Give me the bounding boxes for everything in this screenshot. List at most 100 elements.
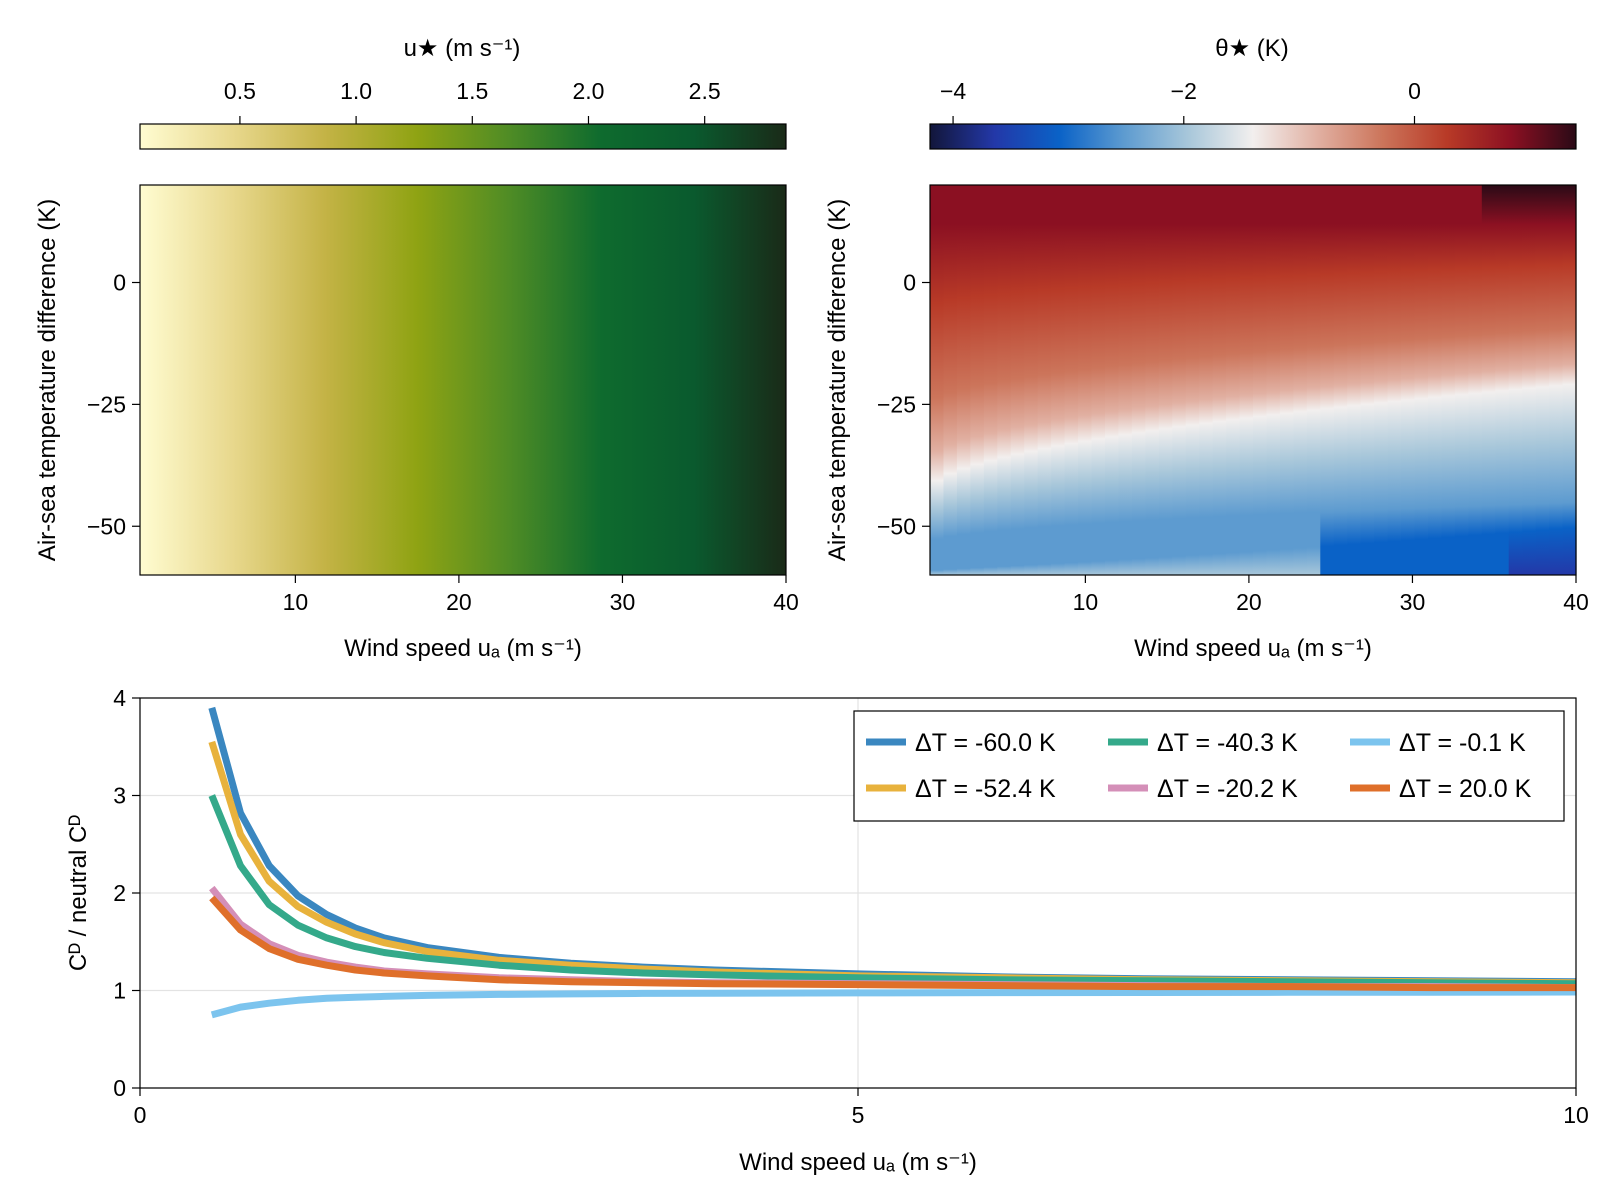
thetastar-heatmap-cell (1104, 185, 1120, 575)
thetastar-heatmap-cell (1508, 185, 1523, 575)
series-line (208, 794, 1577, 988)
thetastar-heatmap-cell (1185, 185, 1200, 575)
thetastar-heatmap-cell (1414, 185, 1429, 575)
ustar-x-tick-label: 20 (446, 589, 472, 615)
line-plot-x-axis-label: Wind speed uₐ (m s⁻¹) (739, 1149, 977, 1176)
ustar-x-axis-label: Wind speed uₐ (m s⁻¹) (344, 635, 582, 662)
thetastar-heatmap-cell (1562, 185, 1577, 575)
thetastar-heatmap-cell (1010, 185, 1025, 575)
line-plot-x-tick-label: 5 (852, 1102, 865, 1128)
ustar-colorbar-ticks: 0.5 1.0 1.5 2.0 2.5 (224, 78, 721, 124)
ustar-x-tick-label: 40 (773, 589, 799, 615)
thetastar-heatmap-cell (1279, 185, 1294, 575)
ustar-colorbar-tick-label: 2.0 (572, 78, 604, 104)
legend-entry-label: ΔT = -40.3 K (1157, 729, 1298, 757)
thetastar-y-tick-label: −50 (877, 513, 916, 539)
thetastar-heatmap-cell (1535, 185, 1550, 575)
thetastar-colorbar-label: θ★ (K) (1215, 35, 1289, 62)
thetastar-heatmap-frame (929, 184, 1577, 576)
thetastar-heatmap-cell (1239, 185, 1254, 575)
thetastar-heatmap-cell (1320, 185, 1335, 575)
ustar-x-ticks: 10 20 30 40 (283, 575, 799, 615)
thetastar-heatmap-cell (1253, 185, 1268, 575)
thetastar-heatmap-cell (1051, 185, 1066, 575)
line-plot-x-tick-label: 10 (1563, 1102, 1589, 1128)
ustar-colorbar-label: u★ (m s⁻¹) (404, 35, 521, 62)
ustar-colorbar-tick-label: 0.5 (224, 78, 256, 104)
legend: ΔT = -60.0 K ΔT = -52.4 K ΔT = -40.3 K ΔT =… (853, 710, 1565, 822)
line-plot-y-ticks: 0 1 2 3 4 (113, 685, 140, 1101)
thetastar-colorbar-tick-label: 0 (1408, 78, 1421, 104)
thetastar-x-tick-label: 40 (1563, 589, 1589, 615)
legend-entry-label: ΔT = -0.1 K (1399, 729, 1526, 757)
series-line (210, 988, 1577, 1019)
thetastar-heatmap-cell (1495, 185, 1510, 575)
thetastar-heatmap-cell (983, 185, 998, 575)
thetastar-x-tick-label: 20 (1236, 589, 1262, 615)
legend-entry-label: ΔT = -20.2 K (1157, 775, 1298, 803)
thetastar-heatmap-cell (1118, 185, 1133, 575)
thetastar-heatmap-cell (1427, 185, 1443, 575)
thetastar-heatmap-cell (1454, 185, 1469, 575)
ustar-x-tick-label: 30 (610, 589, 636, 615)
ustar-colorbar (139, 123, 787, 150)
thetastar-heatmap-cell (1024, 185, 1039, 575)
thetastar-heatmap-cell (1441, 185, 1456, 575)
thetastar-y-tick-label: −25 (877, 391, 916, 417)
line-plot-y-axis-label: Cᴰ / neutral Cᴰ (65, 815, 92, 972)
thetastar-heatmap-cell (1333, 185, 1348, 575)
thetastar-heatmap-cell (1037, 185, 1052, 575)
ustar-y-ticks: 0 −25 −50 (87, 270, 140, 539)
thetastar-heatmap-cell (1266, 185, 1281, 575)
thetastar-heatmap-cell (930, 185, 945, 575)
ustar-colorbar-tick-label: 1.0 (340, 78, 372, 104)
thetastar-heatmap-cell (1481, 185, 1496, 575)
thetastar-y-axis-label: Air-sea temperature difference (K) (824, 199, 851, 561)
thetastar-heatmap-cell (1078, 185, 1093, 575)
thetastar-heatmap-cell (1306, 185, 1321, 575)
thetastar-x-axis-label: Wind speed uₐ (m s⁻¹) (1134, 635, 1372, 662)
thetastar-heatmap-cell (1549, 185, 1564, 575)
thetastar-heatmap-cell (1131, 185, 1146, 575)
line-plot-y-tick-label: 0 (113, 1075, 126, 1101)
thetastar-heatmap-cell (970, 185, 985, 575)
ustar-colorbar-tick-label: 1.5 (456, 78, 488, 104)
thetastar-heatmap-cell (943, 185, 958, 575)
thetastar-heatmap-cell (1145, 185, 1160, 575)
thetastar-heatmap-cell (1091, 185, 1106, 575)
thetastar-heatmap-cell (1172, 185, 1187, 575)
thetastar-x-tick-label: 30 (1400, 589, 1426, 615)
thetastar-heatmap (930, 185, 1577, 575)
thetastar-heatmap-cell (1401, 185, 1416, 575)
thetastar-heatmap-cell (1360, 185, 1375, 575)
thetastar-y-tick-label: 0 (903, 270, 916, 296)
legend-entry-label: ΔT = -52.4 K (915, 775, 1056, 803)
thetastar-heatmap-cell (1347, 185, 1362, 575)
thetastar-heatmap-cell (1064, 185, 1079, 575)
thetastar-heatmap-cell (1374, 185, 1389, 575)
ustar-heatmap (139, 184, 787, 576)
ustar-y-tick-label: −25 (87, 391, 126, 417)
thetastar-colorbar (929, 123, 1577, 150)
thetastar-heatmap-cell (1158, 185, 1173, 575)
thetastar-x-ticks: 10 20 30 40 (1073, 575, 1589, 615)
thetastar-heatmap-cell (1522, 185, 1537, 575)
line-plot-y-tick-label: 3 (113, 783, 126, 809)
thetastar-heatmap-cell (1387, 185, 1402, 575)
thetastar-heatmap-cell (1212, 185, 1227, 575)
thetastar-heatmap-cell (956, 185, 971, 575)
line-plot-x-ticks: 0 5 10 (134, 1088, 1589, 1128)
ustar-x-tick-label: 10 (283, 589, 309, 615)
thetastar-colorbar-tick-label: −4 (940, 78, 966, 104)
thetastar-y-ticks: 0 −25 −50 (877, 270, 930, 539)
line-plot-x-tick-label: 0 (134, 1102, 147, 1128)
line-plot-series (208, 706, 1577, 1019)
thetastar-heatmap-cell (1293, 185, 1308, 575)
line-plot-y-tick-label: 2 (113, 880, 126, 906)
thetastar-colorbar-tick-label: −2 (1171, 78, 1197, 104)
line-plot-y-tick-label: 4 (113, 685, 126, 711)
thetastar-heatmap-cell (1199, 185, 1214, 575)
ustar-y-tick-label: −50 (87, 513, 126, 539)
series-line (209, 895, 1576, 992)
